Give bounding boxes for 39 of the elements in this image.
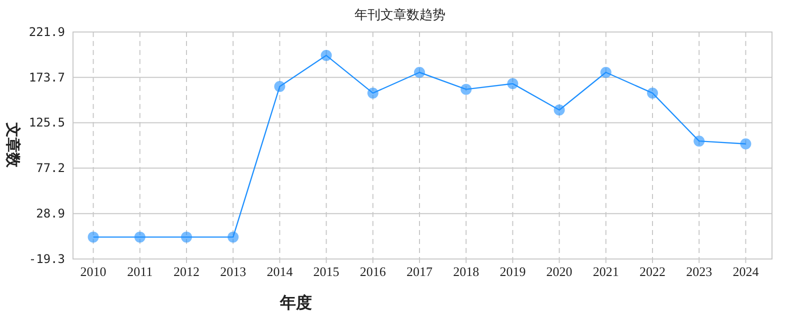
point (320, 50, 332, 61)
x-tick-label: 2022 (640, 264, 666, 279)
y-tick-label: 125.5 (28, 116, 65, 130)
x-tick-label: 2019 (500, 264, 526, 279)
point (647, 88, 658, 99)
point (507, 78, 518, 90)
y-tick-label: 77.2 (36, 161, 65, 176)
y-tick-label: 28.9 (36, 206, 65, 221)
x-tick-label: 2012 (174, 264, 200, 279)
point (134, 232, 146, 243)
y-tick-label: -19.3 (28, 252, 65, 266)
point (228, 232, 239, 243)
x-tick-label: 2010 (80, 264, 106, 279)
point (367, 88, 378, 99)
point (460, 84, 472, 95)
point (414, 66, 425, 78)
y-tick-label: 173.7 (28, 70, 65, 84)
x-tick-label: 2016 (360, 264, 386, 279)
point (274, 80, 286, 92)
x-tick-label: 2018 (453, 264, 480, 279)
point (694, 136, 705, 147)
chart-title: 年刊文章数趋势 (354, 7, 446, 22)
point (181, 232, 192, 243)
x-tick-label: 2015 (313, 264, 340, 279)
x-tick-label: 2020 (546, 264, 572, 279)
y-tick-label: 221.9 (28, 25, 65, 39)
y-axis-title: 文章数 (4, 122, 22, 168)
x-tick-label: 2011 (127, 264, 153, 279)
point (600, 66, 612, 78)
point (88, 232, 99, 243)
x-tick-label: 2023 (686, 264, 712, 279)
x-tick-label: 2013 (220, 264, 246, 279)
point (554, 104, 565, 116)
x-tick-label: 2021 (592, 264, 619, 279)
x-tick-label: 2017 (406, 264, 433, 279)
x-tick-label: 2014 (266, 264, 294, 279)
point (740, 138, 752, 150)
x-axis-title: 年度 (279, 293, 312, 312)
x-tick-label: 2024 (732, 264, 760, 279)
